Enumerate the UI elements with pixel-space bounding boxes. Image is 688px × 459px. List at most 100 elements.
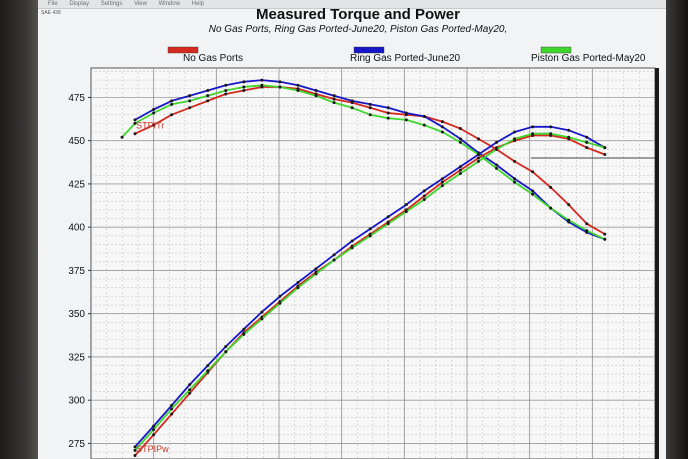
y-tick-label: 275 bbox=[68, 439, 85, 450]
data-point bbox=[314, 267, 318, 271]
data-point bbox=[332, 94, 336, 98]
data-point bbox=[314, 88, 318, 92]
data-point bbox=[296, 286, 300, 290]
data-point bbox=[549, 125, 553, 129]
chart-title: Measured Torque and Power bbox=[256, 6, 460, 23]
y-tick-label: 325 bbox=[68, 352, 85, 363]
data-point bbox=[260, 317, 264, 321]
data-point bbox=[422, 189, 426, 193]
data-point bbox=[440, 177, 444, 181]
data-point bbox=[368, 113, 372, 117]
data-point bbox=[152, 108, 156, 112]
data-point bbox=[296, 88, 300, 92]
data-point bbox=[260, 310, 264, 314]
data-point bbox=[242, 332, 246, 336]
menu-item-file[interactable]: File bbox=[48, 1, 58, 7]
data-point bbox=[386, 215, 390, 219]
data-point bbox=[404, 210, 408, 214]
data-point bbox=[224, 92, 228, 96]
data-point bbox=[603, 146, 607, 150]
data-point bbox=[332, 253, 336, 257]
data-point bbox=[368, 102, 372, 106]
data-point bbox=[585, 146, 589, 150]
data-point bbox=[531, 189, 535, 193]
data-point bbox=[278, 85, 282, 89]
data-point bbox=[152, 428, 156, 432]
data-point bbox=[133, 118, 137, 122]
data-point bbox=[440, 120, 444, 124]
data-point bbox=[585, 229, 589, 233]
data-point bbox=[513, 137, 517, 141]
data-point bbox=[458, 168, 462, 172]
data-point bbox=[188, 391, 192, 395]
data-point bbox=[170, 403, 174, 407]
data-point bbox=[206, 364, 210, 368]
dyno-chart-window: File Display Settings View Window Help S… bbox=[38, 0, 666, 459]
data-point bbox=[585, 135, 589, 139]
y-tick-label: 425 bbox=[68, 179, 85, 190]
legend-swatch bbox=[167, 46, 199, 54]
data-point bbox=[495, 163, 499, 167]
data-point bbox=[188, 106, 192, 110]
data-point bbox=[206, 94, 210, 98]
menu-item-window[interactable]: Window bbox=[158, 1, 180, 7]
data-point bbox=[531, 192, 535, 196]
data-point bbox=[133, 445, 137, 449]
data-point bbox=[206, 369, 210, 373]
data-point bbox=[278, 80, 282, 84]
data-point bbox=[513, 180, 517, 184]
data-point bbox=[531, 132, 535, 136]
data-point bbox=[422, 194, 426, 198]
data-point bbox=[422, 197, 426, 201]
data-point bbox=[603, 237, 607, 241]
data-point bbox=[476, 137, 480, 141]
data-point bbox=[458, 165, 462, 169]
data-point bbox=[476, 156, 480, 160]
y-tick-label: 300 bbox=[68, 396, 85, 407]
menu-item-help[interactable]: Help bbox=[191, 1, 204, 7]
data-point bbox=[350, 239, 354, 243]
data-point bbox=[567, 203, 571, 207]
data-point bbox=[404, 203, 408, 207]
chart-subtitle: No Gas Ports, Ring Gas Ported-June20, Pi… bbox=[208, 24, 508, 35]
data-point bbox=[242, 88, 246, 92]
data-point bbox=[170, 102, 174, 106]
series-line-torque bbox=[121, 84, 606, 241]
data-point bbox=[458, 137, 462, 141]
data-point bbox=[170, 407, 174, 411]
legend-swatch bbox=[540, 46, 572, 54]
menu-item-settings[interactable]: Settings bbox=[100, 1, 123, 7]
data-point bbox=[152, 123, 156, 127]
data-point bbox=[440, 125, 444, 129]
legend-label: Ring Gas Ported-June20 bbox=[350, 53, 461, 64]
data-point bbox=[603, 232, 607, 236]
data-point bbox=[133, 448, 137, 452]
data-point bbox=[585, 140, 589, 144]
data-point bbox=[513, 130, 517, 134]
menu-item-display[interactable]: Display bbox=[69, 1, 90, 7]
data-point bbox=[386, 222, 390, 226]
chart-plot: 275 300 325 350 375 400 425 450 475 No Gas Ports… bbox=[68, 46, 656, 459]
y-axis-ticks: 275 300 325 350 375 400 425 450 475 bbox=[68, 93, 91, 450]
data-point bbox=[549, 132, 553, 136]
menu-item-view[interactable]: View bbox=[134, 1, 147, 7]
data-point bbox=[242, 80, 246, 84]
data-point bbox=[495, 166, 499, 170]
data-point bbox=[549, 206, 553, 210]
data-point bbox=[531, 125, 535, 129]
data-point bbox=[260, 78, 264, 82]
data-point bbox=[567, 218, 571, 222]
data-point bbox=[314, 94, 318, 98]
data-point bbox=[495, 140, 499, 144]
legend-swatch bbox=[353, 46, 385, 54]
data-point bbox=[458, 140, 462, 144]
data-point bbox=[585, 222, 589, 226]
data-point bbox=[404, 111, 408, 115]
data-point bbox=[188, 94, 192, 98]
y-tick-label: 350 bbox=[68, 309, 85, 320]
curve-label: STPITr bbox=[136, 121, 164, 131]
data-point bbox=[513, 177, 517, 181]
data-point bbox=[224, 350, 228, 354]
data-point bbox=[170, 99, 174, 103]
data-point bbox=[368, 106, 372, 110]
